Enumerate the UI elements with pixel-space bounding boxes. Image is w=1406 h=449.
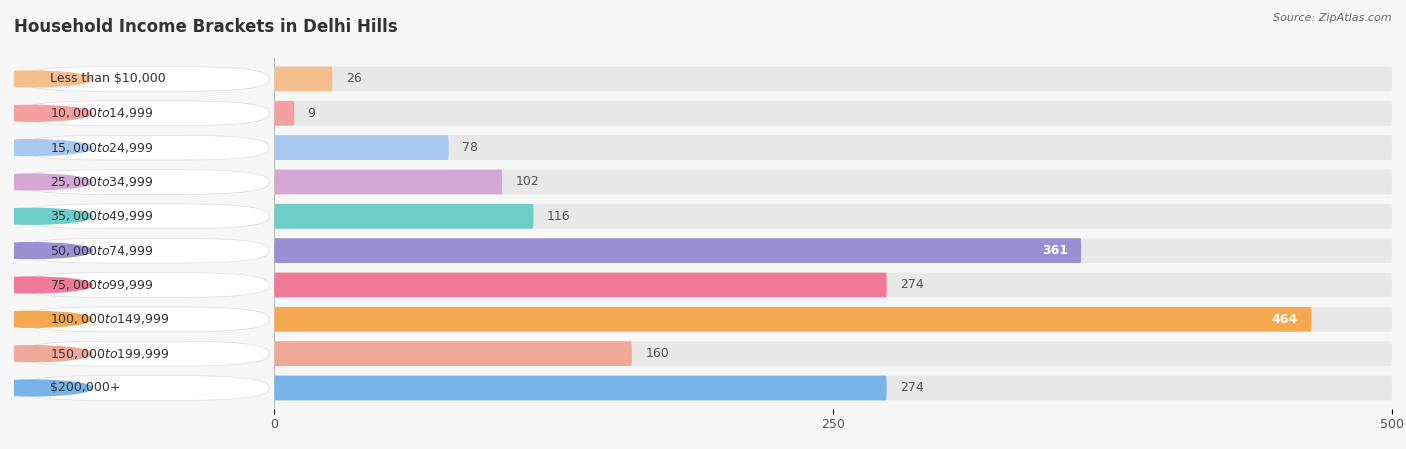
Text: Less than $10,000: Less than $10,000 [51, 72, 166, 85]
Text: 102: 102 [516, 176, 540, 189]
FancyBboxPatch shape [274, 341, 1392, 366]
Circle shape [0, 346, 93, 361]
FancyBboxPatch shape [274, 341, 631, 366]
FancyBboxPatch shape [274, 135, 449, 160]
FancyBboxPatch shape [274, 135, 1392, 160]
Text: Household Income Brackets in Delhi Hills: Household Income Brackets in Delhi Hills [14, 18, 398, 35]
Text: 361: 361 [1042, 244, 1067, 257]
FancyBboxPatch shape [20, 66, 269, 91]
FancyBboxPatch shape [20, 341, 269, 366]
Text: 274: 274 [900, 382, 924, 395]
FancyBboxPatch shape [274, 376, 887, 401]
Text: 116: 116 [547, 210, 571, 223]
Text: Source: ZipAtlas.com: Source: ZipAtlas.com [1274, 13, 1392, 23]
Text: $100,000 to $149,999: $100,000 to $149,999 [51, 313, 170, 326]
Text: 78: 78 [463, 141, 478, 154]
FancyBboxPatch shape [20, 238, 269, 263]
Text: 464: 464 [1272, 313, 1298, 326]
FancyBboxPatch shape [274, 101, 294, 126]
FancyBboxPatch shape [274, 66, 1392, 91]
FancyBboxPatch shape [274, 376, 1392, 401]
Circle shape [0, 243, 93, 259]
Text: $200,000+: $200,000+ [51, 382, 121, 395]
Text: $10,000 to $14,999: $10,000 to $14,999 [51, 106, 155, 120]
Circle shape [0, 106, 93, 121]
FancyBboxPatch shape [274, 204, 1392, 229]
Text: 160: 160 [645, 347, 669, 360]
Circle shape [0, 380, 93, 396]
Text: 9: 9 [308, 107, 315, 120]
Circle shape [0, 208, 93, 224]
FancyBboxPatch shape [20, 273, 269, 297]
Text: 26: 26 [346, 72, 361, 85]
Circle shape [0, 71, 93, 87]
FancyBboxPatch shape [20, 101, 269, 126]
Circle shape [0, 174, 93, 190]
FancyBboxPatch shape [20, 135, 269, 160]
FancyBboxPatch shape [274, 307, 1312, 332]
Text: $25,000 to $34,999: $25,000 to $34,999 [51, 175, 155, 189]
Text: 274: 274 [900, 278, 924, 291]
FancyBboxPatch shape [274, 238, 1081, 263]
Text: $35,000 to $49,999: $35,000 to $49,999 [51, 209, 155, 223]
FancyBboxPatch shape [274, 66, 332, 91]
FancyBboxPatch shape [274, 273, 1392, 297]
Text: $75,000 to $99,999: $75,000 to $99,999 [51, 278, 155, 292]
FancyBboxPatch shape [20, 376, 269, 401]
FancyBboxPatch shape [20, 307, 269, 332]
FancyBboxPatch shape [274, 170, 502, 194]
Text: $50,000 to $74,999: $50,000 to $74,999 [51, 244, 155, 258]
FancyBboxPatch shape [274, 307, 1392, 332]
Text: $15,000 to $24,999: $15,000 to $24,999 [51, 141, 155, 154]
Circle shape [0, 277, 93, 293]
FancyBboxPatch shape [274, 273, 887, 297]
FancyBboxPatch shape [274, 101, 1392, 126]
Text: $150,000 to $199,999: $150,000 to $199,999 [51, 347, 170, 361]
FancyBboxPatch shape [274, 204, 533, 229]
FancyBboxPatch shape [20, 204, 269, 229]
Circle shape [0, 140, 93, 155]
FancyBboxPatch shape [20, 170, 269, 194]
FancyBboxPatch shape [274, 238, 1392, 263]
Circle shape [0, 312, 93, 327]
FancyBboxPatch shape [274, 170, 1392, 194]
